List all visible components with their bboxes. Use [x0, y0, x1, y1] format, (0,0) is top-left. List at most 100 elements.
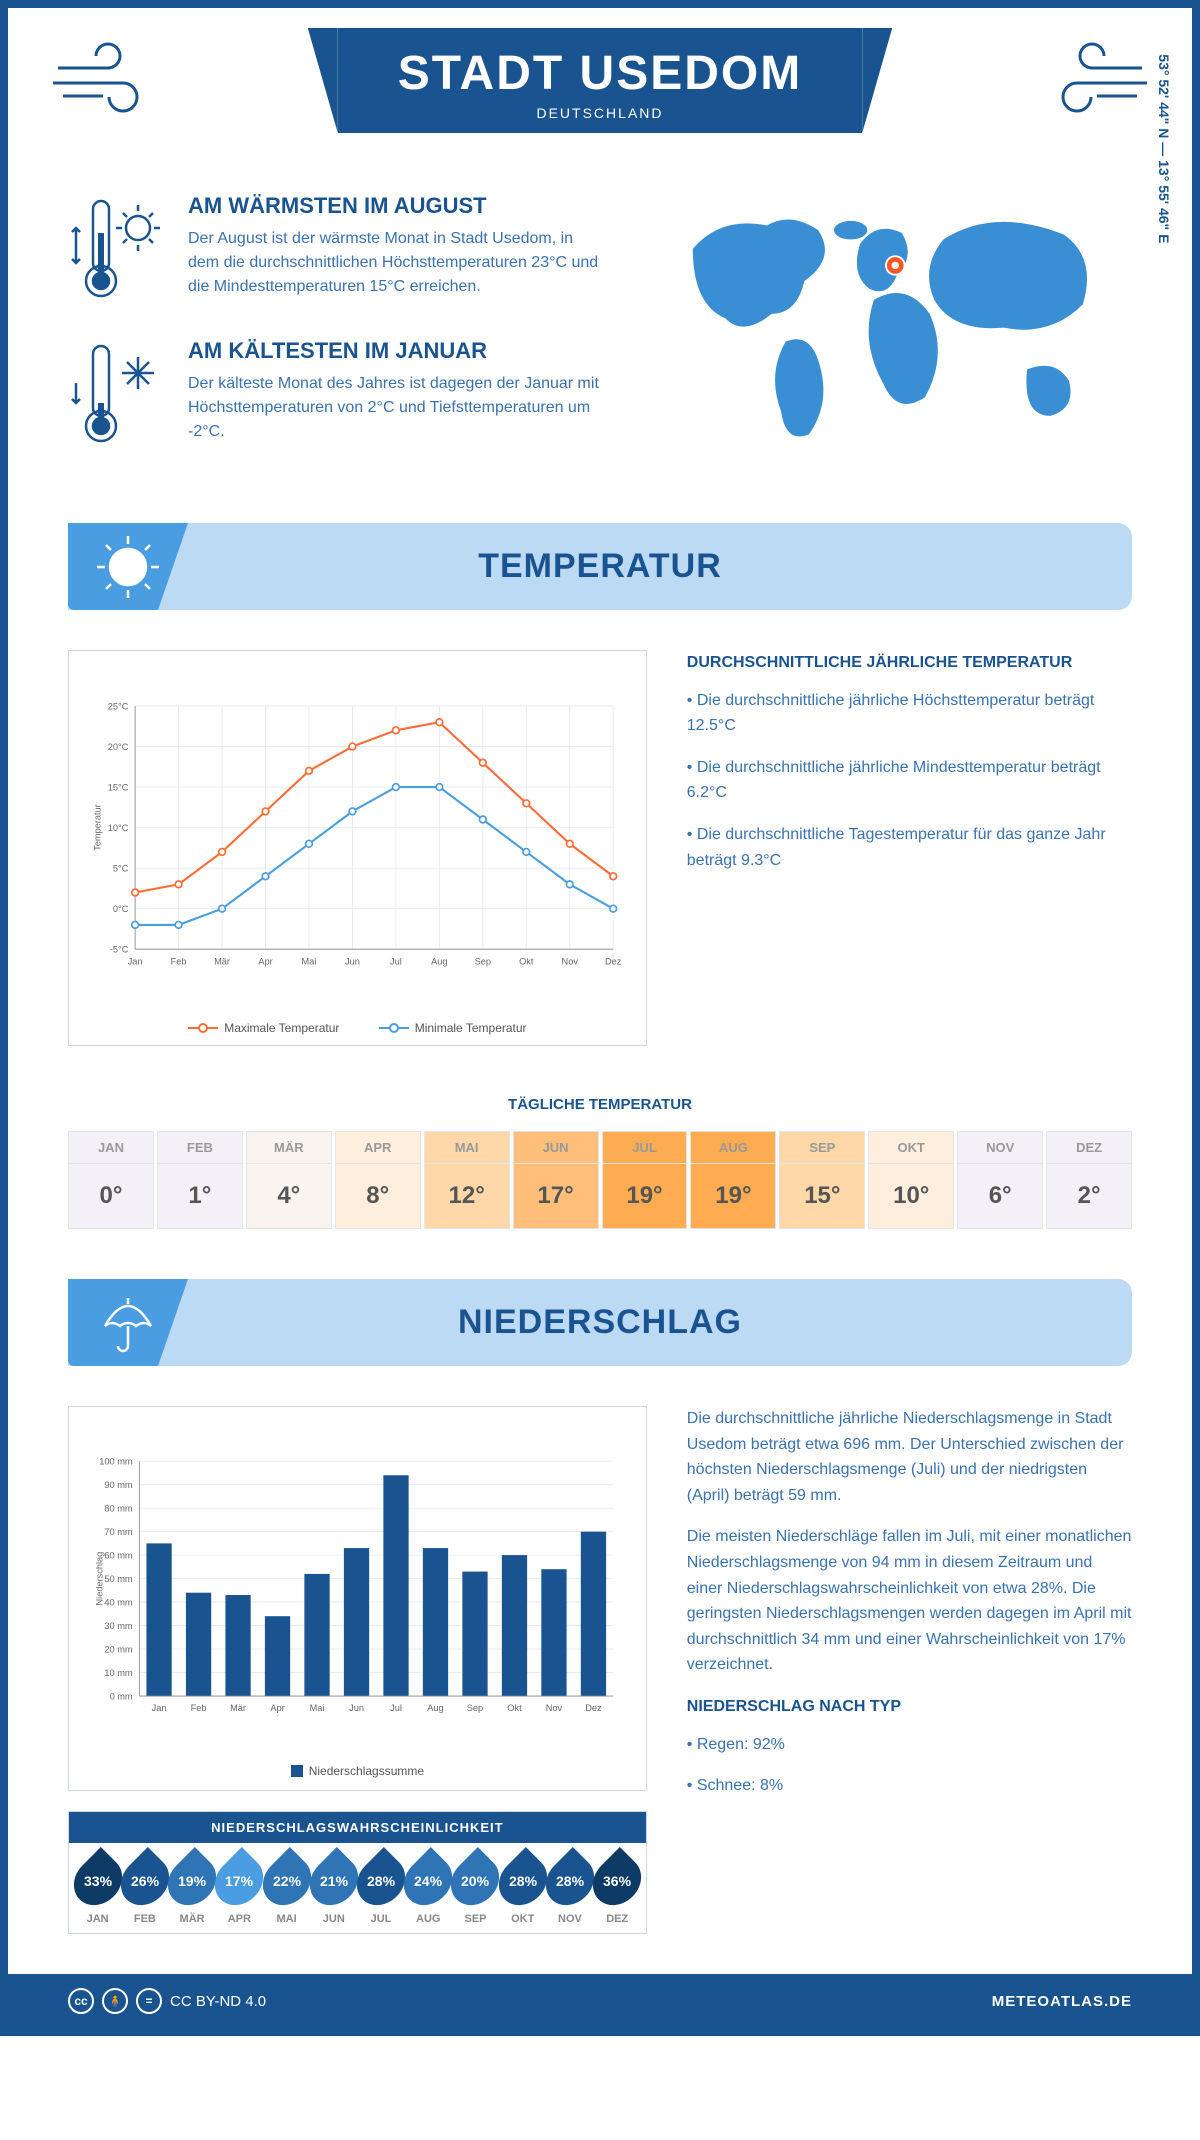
svg-text:25°C: 25°C: [108, 701, 129, 711]
svg-text:60 mm: 60 mm: [104, 1550, 132, 1560]
site-credit: METEOATLAS.DE: [992, 1993, 1132, 2010]
country-subtitle: DEUTSCHLAND: [398, 105, 802, 121]
warm-title: AM WÄRMSTEN IM AUGUST: [188, 193, 604, 219]
overview-section: AM WÄRMSTEN IM AUGUST Der August ist der…: [8, 173, 1192, 523]
temp-cell: JUN17°: [513, 1131, 599, 1229]
svg-text:Apr: Apr: [270, 1703, 284, 1713]
wind-icon: [48, 38, 158, 123]
warmest-block: AM WÄRMSTEN IM AUGUST Der August ist der…: [68, 193, 604, 308]
cold-text: Der kälteste Monat des Jahres ist dagege…: [188, 372, 604, 444]
header: STADT USEDOM DEUTSCHLAND: [8, 8, 1192, 173]
svg-text:Sep: Sep: [467, 1703, 483, 1713]
warm-text: Der August ist der wärmste Monat in Stad…: [188, 227, 604, 299]
svg-text:Jun: Jun: [345, 956, 360, 966]
svg-text:70 mm: 70 mm: [104, 1527, 132, 1537]
license-block: cc 🧍 = CC BY-ND 4.0: [68, 1988, 266, 2014]
svg-text:Niederschlag: Niederschlag: [94, 1552, 104, 1606]
temp-cell: MAI12°: [424, 1131, 510, 1229]
svg-text:Okt: Okt: [519, 956, 534, 966]
precip-text: Die durchschnittliche jährliche Niedersc…: [687, 1406, 1132, 1934]
summary-bullet: • Die durchschnittliche Tagestemperatur …: [687, 822, 1132, 873]
prob-cell: 28%NOV: [547, 1855, 592, 1925]
thermometer-cold-icon: [68, 338, 168, 453]
infographic-frame: STADT USEDOM DEUTSCHLAND: [0, 0, 1200, 2036]
footer: cc 🧍 = CC BY-ND 4.0 METEOATLAS.DE: [8, 1974, 1192, 2028]
svg-text:20°C: 20°C: [108, 742, 129, 752]
svg-text:Jun: Jun: [349, 1703, 364, 1713]
svg-text:Dez: Dez: [605, 956, 622, 966]
svg-text:50 mm: 50 mm: [104, 1574, 132, 1584]
prob-cell: 33%JAN: [75, 1855, 120, 1925]
prob-cell: 20%SEP: [453, 1855, 498, 1925]
temp-cell: JAN0°: [68, 1131, 154, 1229]
svg-text:0 mm: 0 mm: [110, 1691, 133, 1701]
prob-cell: 22%MAI: [264, 1855, 309, 1925]
world-map: 53° 52' 44" N — 13° 55' 46" E: [644, 193, 1132, 483]
svg-text:Okt: Okt: [507, 1703, 522, 1713]
cold-title: AM KÄLTESTEN IM JANUAR: [188, 338, 604, 364]
temperature-chart: -5°C0°C5°C10°C15°C20°C25°CJanFebMärAprMa…: [68, 650, 647, 1046]
umbrella-icon: [68, 1279, 188, 1366]
daily-temp-table: TÄGLICHE TEMPERATUR JAN0°FEB1°MÄR4°APR8°…: [68, 1096, 1132, 1229]
precipitation-header: NIEDERSCHLAG: [68, 1279, 1132, 1366]
svg-text:Sep: Sep: [475, 956, 491, 966]
cc-icon: cc: [68, 1988, 94, 2014]
coordinates: 53° 52' 44" N — 13° 55' 46" E: [1156, 54, 1172, 243]
svg-text:Jul: Jul: [390, 1703, 402, 1713]
svg-text:Feb: Feb: [191, 1703, 207, 1713]
temp-cell: OKT10°: [868, 1131, 954, 1229]
license-text: CC BY-ND 4.0: [170, 1993, 266, 2010]
svg-text:Mär: Mär: [230, 1703, 246, 1713]
svg-text:40 mm: 40 mm: [104, 1597, 132, 1607]
svg-text:Nov: Nov: [562, 956, 579, 966]
prob-cell: 24%AUG: [406, 1855, 451, 1925]
type-bullet: • Schnee: 8%: [687, 1773, 1132, 1799]
svg-text:100 mm: 100 mm: [99, 1457, 133, 1467]
svg-text:Aug: Aug: [431, 956, 447, 966]
prob-cell: 21%JUN: [311, 1855, 356, 1925]
prob-cell: 36%DEZ: [595, 1855, 640, 1925]
svg-text:Mai: Mai: [310, 1703, 325, 1713]
temp-cell: APR8°: [335, 1131, 421, 1229]
svg-text:20 mm: 20 mm: [104, 1644, 132, 1654]
prob-cell: 28%OKT: [500, 1855, 545, 1925]
temp-cell: JUL19°: [602, 1131, 688, 1229]
temperature-header: TEMPERATUR: [68, 523, 1132, 610]
svg-text:Dez: Dez: [585, 1703, 602, 1713]
prob-cell: 19%MÄR: [169, 1855, 214, 1925]
svg-text:0°C: 0°C: [113, 904, 129, 914]
by-icon: 🧍: [102, 1988, 128, 2014]
svg-text:Feb: Feb: [171, 956, 187, 966]
summary-bullet: • Die durchschnittliche jährliche Mindes…: [687, 755, 1132, 806]
wind-icon: [1042, 38, 1152, 123]
temp-cell: NOV6°: [957, 1131, 1043, 1229]
city-title: STADT USEDOM: [398, 46, 802, 101]
svg-text:10°C: 10°C: [108, 823, 129, 833]
temp-cell: DEZ2°: [1046, 1131, 1132, 1229]
precip-section-title: NIEDERSCHLAG: [68, 1303, 1132, 1342]
thermometer-hot-icon: [68, 193, 168, 308]
svg-text:Apr: Apr: [258, 956, 272, 966]
svg-text:5°C: 5°C: [113, 864, 129, 874]
svg-text:Jan: Jan: [128, 956, 143, 966]
title-banner: STADT USEDOM DEUTSCHLAND: [338, 28, 862, 133]
svg-text:90 mm: 90 mm: [104, 1480, 132, 1490]
svg-text:Jan: Jan: [152, 1703, 167, 1713]
svg-text:Nov: Nov: [546, 1703, 563, 1713]
svg-text:15°C: 15°C: [108, 782, 129, 792]
svg-text:Jul: Jul: [390, 956, 402, 966]
temp-summary: DURCHSCHNITTLICHE JÄHRLICHE TEMPERATUR •…: [687, 650, 1132, 1046]
temp-legend: Maximale Temperatur Minimale Temperatur: [89, 1006, 626, 1035]
temp-cell: AUG19°: [690, 1131, 776, 1229]
svg-text:80 mm: 80 mm: [104, 1504, 132, 1514]
nd-icon: =: [136, 1988, 162, 2014]
precip-legend: Niederschlagssumme: [89, 1752, 626, 1780]
svg-text:10 mm: 10 mm: [104, 1668, 132, 1678]
type-bullet: • Regen: 92%: [687, 1732, 1132, 1758]
temp-cell: SEP15°: [779, 1131, 865, 1229]
coldest-block: AM KÄLTESTEN IM JANUAR Der kälteste Mona…: [68, 338, 604, 453]
prob-cell: 26%FEB: [122, 1855, 167, 1925]
summary-bullet: • Die durchschnittliche jährliche Höchst…: [687, 688, 1132, 739]
temp-section-title: TEMPERATUR: [68, 547, 1132, 586]
svg-text:Mär: Mär: [214, 956, 230, 966]
